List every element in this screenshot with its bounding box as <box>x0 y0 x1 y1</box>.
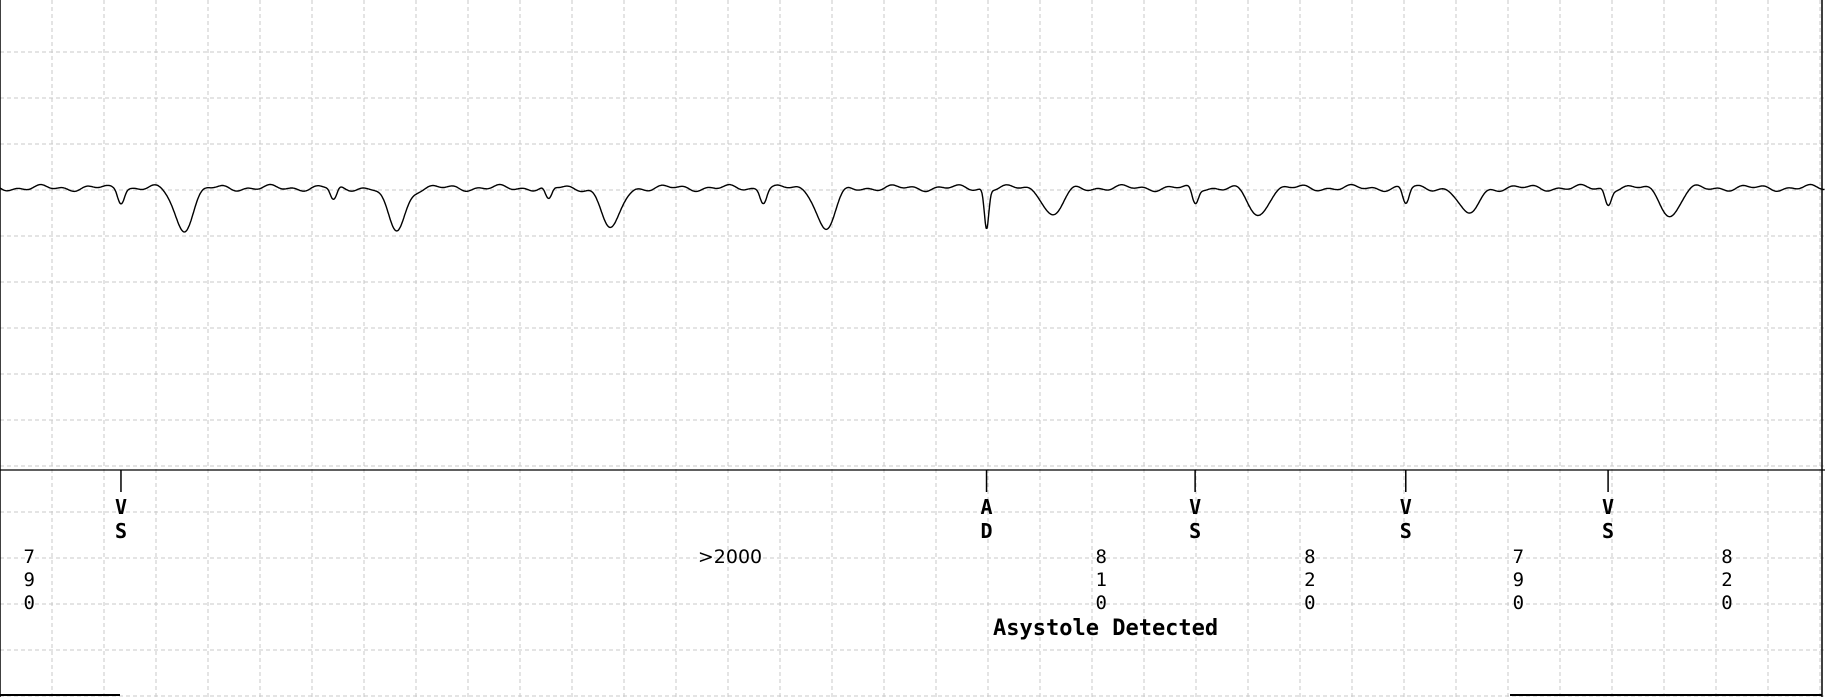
marker-label: S <box>1602 519 1614 543</box>
marker-label: A <box>981 495 993 519</box>
marker-label: V <box>115 495 127 519</box>
interval-long: >2000 <box>698 546 762 568</box>
interval-digit: 8 <box>1721 546 1732 568</box>
marker-label: V <box>1189 495 1201 519</box>
interval-digit: 8 <box>1304 546 1315 568</box>
marker-label: V <box>1602 495 1614 519</box>
interval-digit: 0 <box>1721 592 1732 614</box>
marker-label: S <box>1189 519 1201 543</box>
marker-label: S <box>1400 519 1412 543</box>
interval-digit: 1 <box>1096 569 1107 591</box>
interval-digit: 0 <box>23 592 34 614</box>
interval-digit: 0 <box>1513 592 1524 614</box>
interval-digit: 9 <box>23 569 34 591</box>
interval-digit: 7 <box>1513 546 1524 568</box>
interval-digit: 0 <box>1304 592 1315 614</box>
ecg-trace <box>0 183 1825 233</box>
interval-digit: 2 <box>1721 569 1732 591</box>
asystole-message: Asystole Detected <box>993 616 1218 641</box>
interval-digit: 8 <box>1096 546 1107 568</box>
interval-digit: 0 <box>1096 592 1107 614</box>
marker-label: V <box>1400 495 1412 519</box>
marker-label: D <box>981 519 993 543</box>
interval-digit: 7 <box>23 546 34 568</box>
interval-digit: 9 <box>1513 569 1524 591</box>
marker-label: S <box>115 519 127 543</box>
interval-digit: 2 <box>1304 569 1315 591</box>
